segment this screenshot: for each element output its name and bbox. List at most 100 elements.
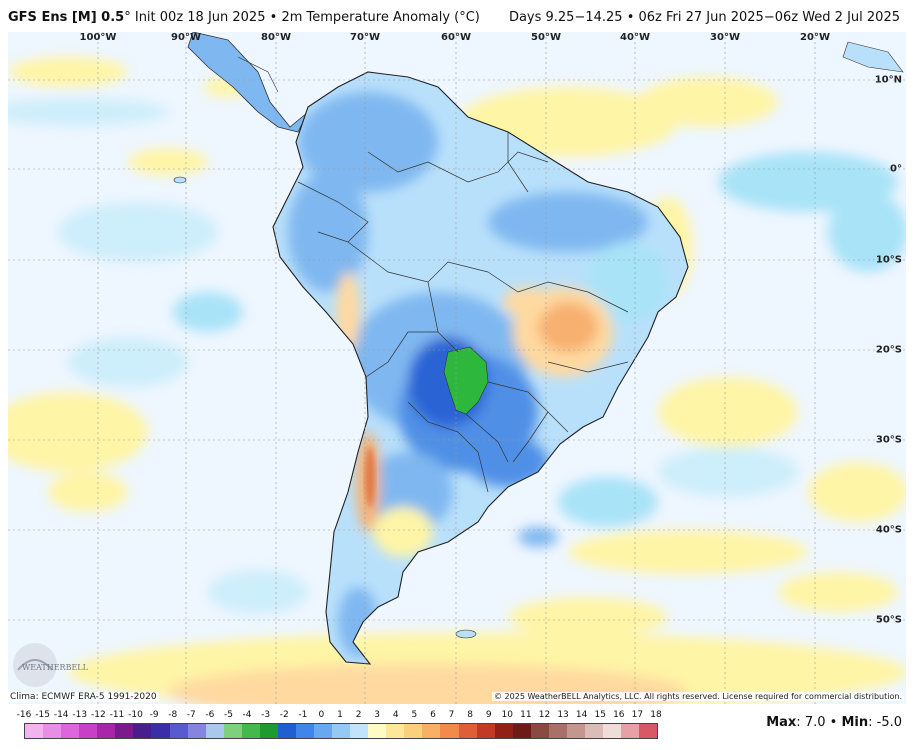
max-min-separator: •: [829, 715, 838, 730]
colorbar-swatch: [440, 724, 459, 738]
colorbar-tick-label: 14: [575, 710, 588, 720]
colorbar-swatch: [205, 724, 224, 738]
colorbar-tick-label: 10: [501, 710, 514, 720]
colorbar-tick-label: -1: [298, 710, 308, 720]
colorbar-swatch: [530, 724, 549, 738]
colorbar-swatch: [603, 724, 622, 738]
colorbar-tick-label: 9: [485, 710, 492, 720]
weatherbell-logo: WEATHERBELL: [13, 643, 89, 687]
colorbar-labels: -16 -15 -14 -13 -12 -11 -10 -9 -8 -7 -6 -5 -4 -3 -2 -1 0…: [16, 710, 662, 723]
colorbar-swatch: [404, 724, 423, 738]
colorbar-tick-label: 5: [411, 710, 418, 720]
colorbar-tick-label: 11: [520, 710, 532, 720]
colorbar-swatch: [97, 724, 116, 738]
colorbar-swatch: [241, 724, 260, 738]
lon-label-100w: 100°W: [79, 32, 117, 43]
colorbar-swatch: [350, 724, 369, 738]
max-label: Max: [766, 715, 797, 730]
colorbar-swatch: [584, 724, 603, 738]
colorbar-swatch: [314, 724, 333, 738]
lon-label-80w: 80°W: [261, 32, 291, 43]
colorbar-tick-label: -13: [72, 710, 88, 720]
colorbar-tick-label: 13: [557, 710, 569, 720]
colorbar-swatch: [25, 724, 44, 738]
max-value: 7.0: [804, 715, 826, 730]
degree-symbol: °: [124, 10, 131, 25]
colorbar-swatch: [512, 724, 531, 738]
colorbar-tick-label: -14: [53, 710, 69, 720]
min-label: Min: [841, 715, 869, 730]
colorbar-tick-label: 16: [613, 710, 625, 720]
colorbar-swatch: [639, 724, 658, 738]
lon-label-30w: 30°W: [710, 32, 740, 43]
central-america: [187, 32, 904, 133]
colorbar-tick-label: -16: [16, 710, 32, 720]
lon-label-90w: 90°W: [171, 32, 201, 43]
colorbar-swatch: [79, 724, 98, 738]
lat-label-20s: 20°S: [875, 344, 902, 356]
colorbar-swatch: [386, 724, 405, 738]
map-canvas: [8, 32, 906, 704]
colorbar-tick-label: 6: [430, 710, 436, 720]
lat-label-0: 0°: [890, 163, 902, 175]
colorbar-tick-label: -15: [35, 710, 50, 720]
lon-label-40w: 40°W: [620, 32, 650, 43]
valid-period: Days 9.25−14.25 • 06z Fri 27 Jun 2025−06…: [508, 10, 900, 25]
max-min-readout: Max: 7.0 • Min: -5.0: [766, 715, 902, 730]
min-value: -5.0: [876, 715, 902, 730]
colorbar-swatch: [295, 724, 314, 738]
lon-label-20w: 20°W: [800, 32, 830, 43]
colorbar-tick-label: -7: [186, 710, 196, 720]
colorbar-tick-label: 2: [355, 710, 362, 720]
colorbar-swatch: [223, 724, 242, 738]
colorbar-tick-label: -5: [223, 710, 233, 720]
lon-label-70w: 70°W: [350, 32, 380, 43]
colorbar-swatch: [566, 724, 585, 738]
colorbar-swatch: [169, 724, 188, 738]
colorbar-tick-label: -2: [279, 710, 289, 720]
init-time: Init 00z 18 Jun 2025: [134, 10, 266, 25]
svg-text:WEATHERBELL: WEATHERBELL: [22, 663, 89, 672]
strong-cold-anomaly: [443, 346, 489, 415]
colorbar-tick-label: 1: [337, 710, 343, 720]
header: GFS Ens [M] 0.5° Init 00z 18 Jun 2025 • …: [0, 0, 914, 32]
colorbar-tick-label: 4: [392, 710, 399, 720]
lat-label-30s: 30°S: [875, 434, 902, 446]
model-name: GFS Ens [M] 0.5: [8, 10, 125, 25]
colorbar-swatch: [115, 724, 134, 738]
colorbar-swatches: [24, 723, 658, 739]
title-separator: •: [269, 10, 278, 25]
colorbar-tick-label: 3: [374, 710, 381, 720]
colorbar-swatch: [133, 724, 152, 738]
variable-name: 2m Temperature Anomaly (°C): [281, 10, 480, 25]
colorbar-tick-label: -6: [205, 710, 215, 720]
colorbar-tick-label: -4: [242, 710, 252, 720]
colorbar-tick-label: -8: [168, 710, 178, 720]
colorbar-swatch: [621, 724, 640, 738]
colorbar-tick-label: 0: [318, 710, 325, 720]
colorbar-swatch: [494, 724, 513, 738]
colorbar-tick-label: -11: [109, 710, 125, 720]
lon-label-50w: 50°W: [531, 32, 561, 43]
climatology-note: Clima: ECMWF ERA-5 1991-2020: [8, 692, 159, 702]
colorbar-swatch: [458, 724, 477, 738]
colorbar: -16 -15 -14 -13 -12 -11 -10 -9 -8 -7 -6 -5 -4 -3 -2 -1 0…: [16, 710, 662, 739]
colorbar-tick-label: -10: [128, 710, 143, 720]
colorbar-swatch: [332, 724, 351, 738]
lat-label-10s: 10°S: [875, 254, 902, 266]
colorbar-swatch: [187, 724, 206, 738]
south-america: [173, 71, 689, 665]
colorbar-tick-label: 18: [650, 710, 662, 720]
colorbar-swatch: [368, 724, 387, 738]
colorbar-tick-label: 15: [594, 710, 606, 720]
lat-label-50s: 50°S: [875, 614, 902, 626]
lon-label-60w: 60°W: [441, 32, 471, 43]
copyright-notice: © 2025 WeatherBELL Analytics, LLC. All r…: [492, 692, 904, 701]
lat-label-40s: 40°S: [875, 524, 902, 536]
anomaly-map: 100°W 90°W 80°W 70°W 60°W 50°W 40°W 30°W…: [8, 32, 906, 704]
graticule: [8, 32, 906, 704]
map-title: GFS Ens [M] 0.5° Init 00z 18 Jun 2025 • …: [8, 10, 480, 25]
colorbar-swatch: [43, 724, 62, 738]
colorbar-tick-label: 17: [631, 710, 644, 720]
colorbar-swatch: [277, 724, 296, 738]
